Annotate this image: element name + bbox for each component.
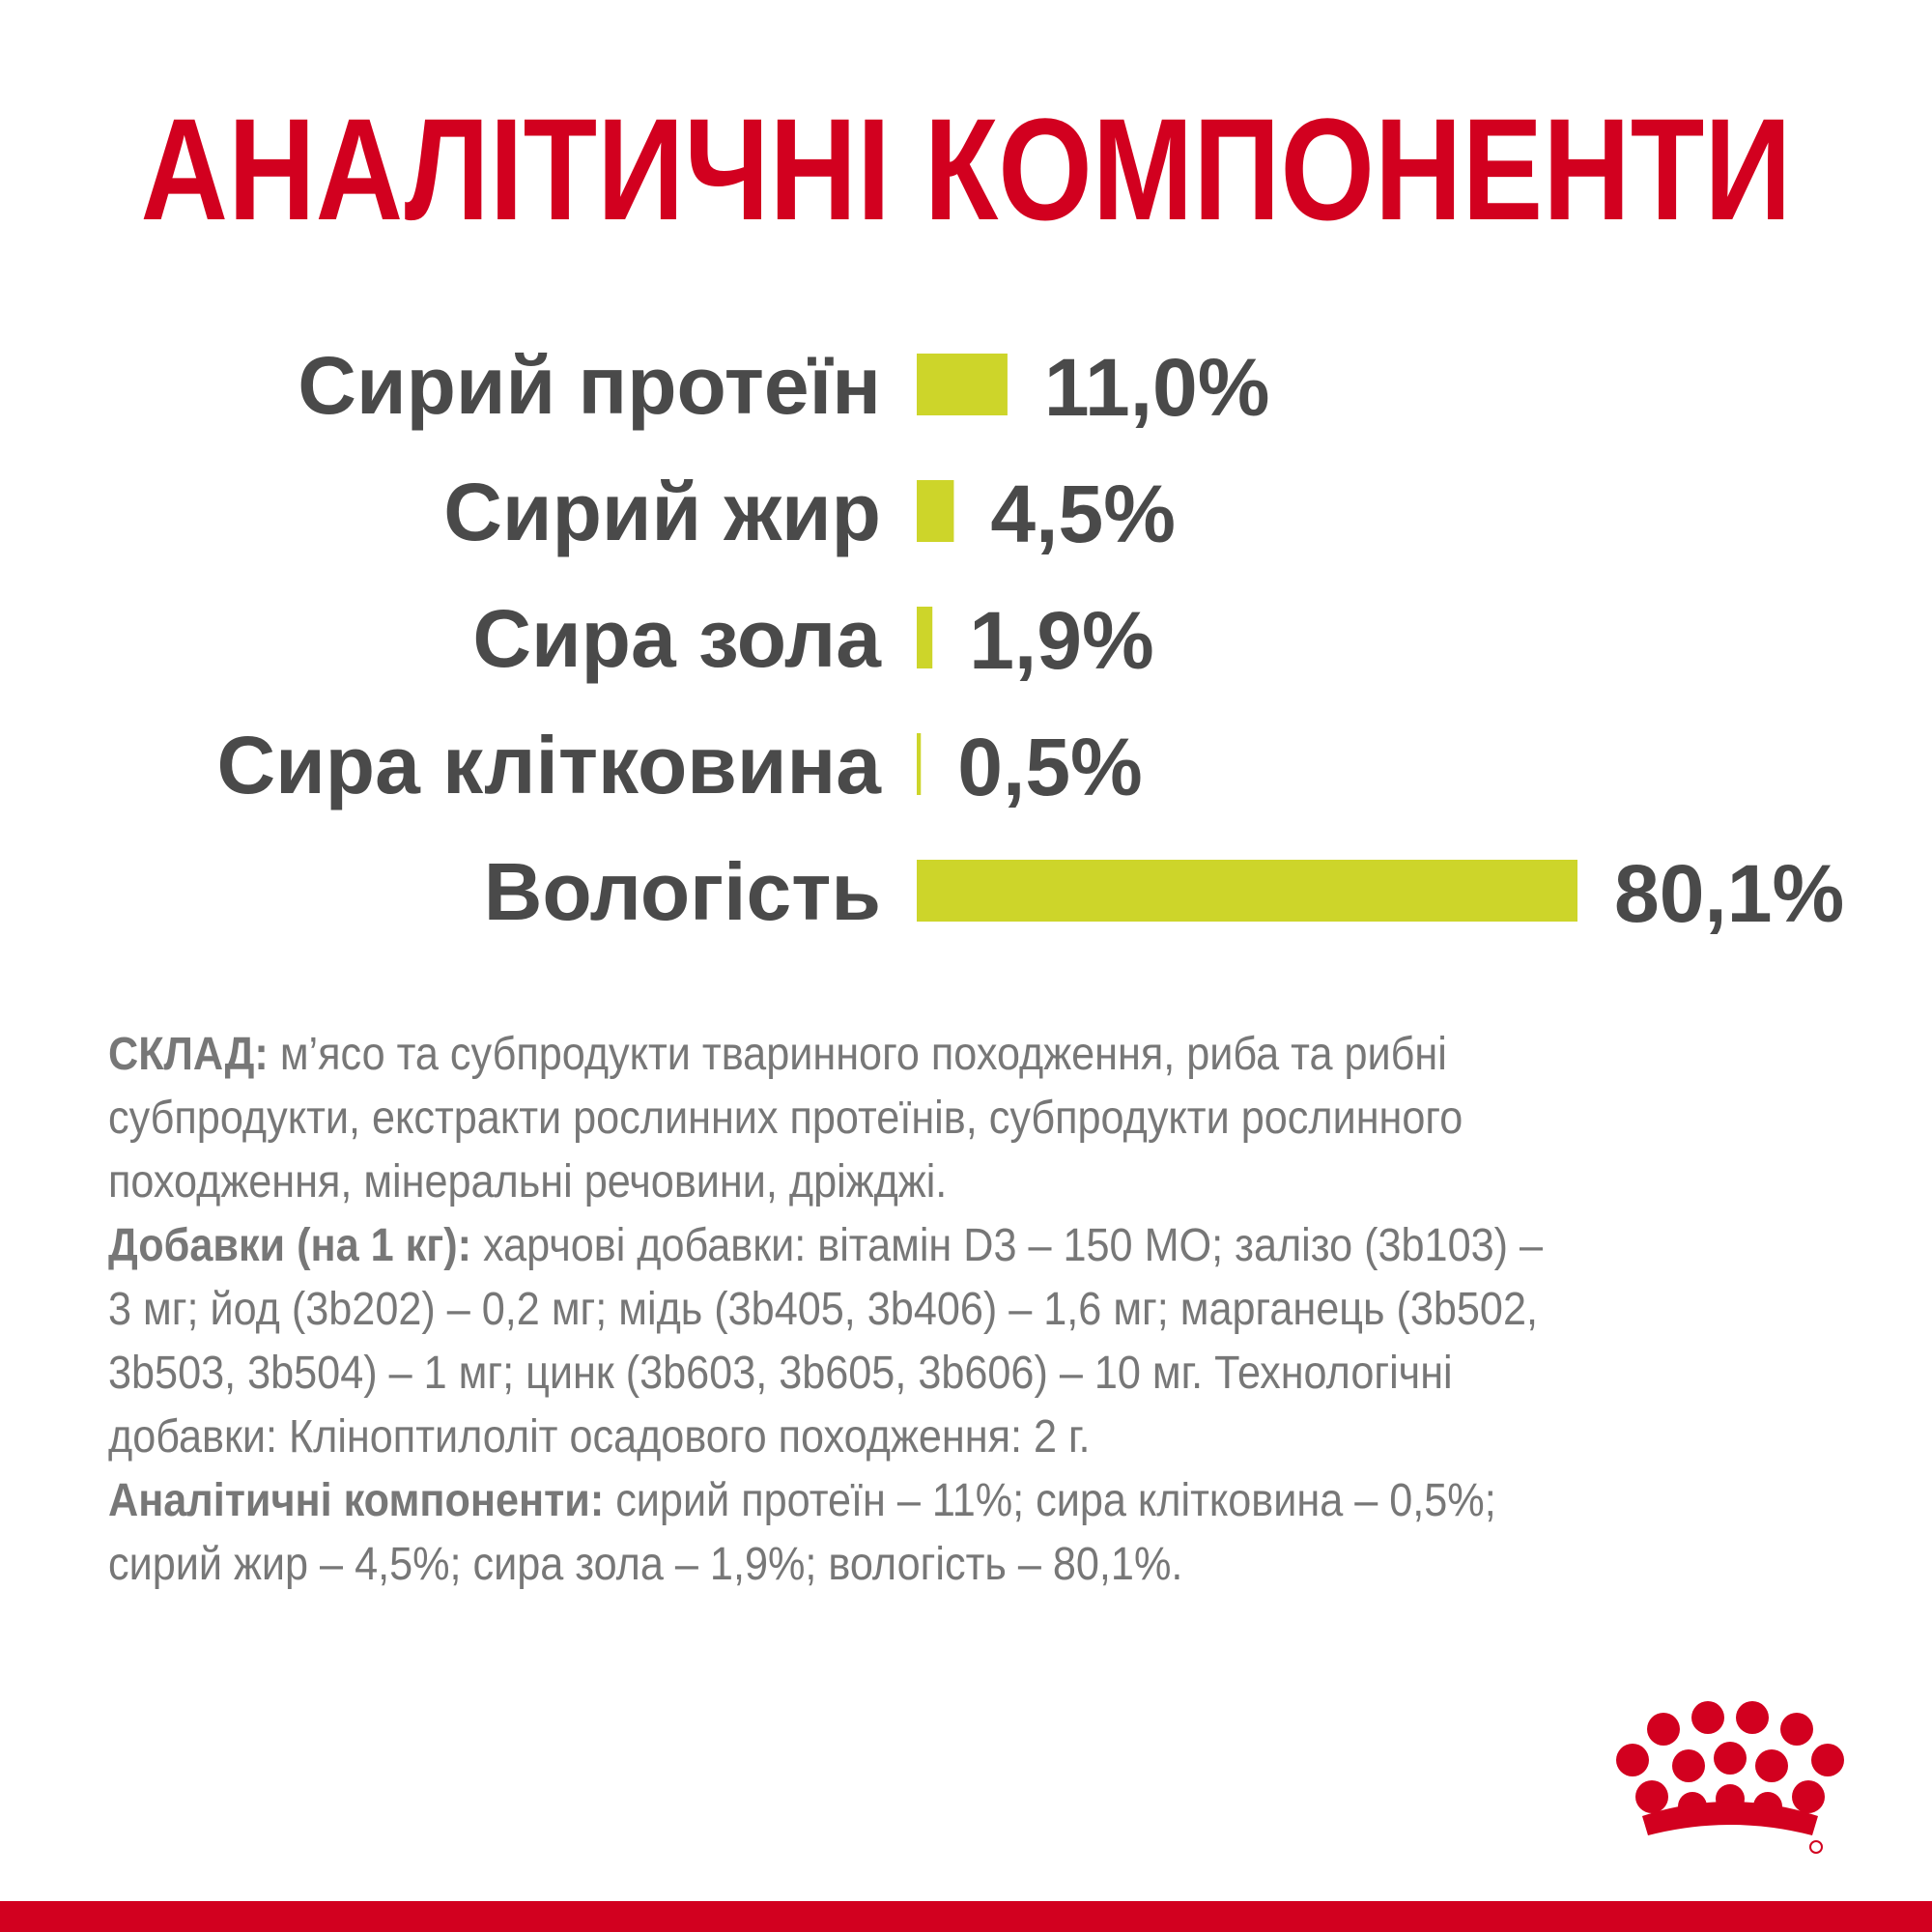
line-text: сирий протеїн – 11%; сира клітковина – 0… — [604, 1474, 1496, 1526]
composition: СКЛАД: м’ясо та субпродукти тваринного п… — [108, 1028, 1544, 1590]
logo — [1616, 1701, 1844, 1854]
bar — [917, 480, 954, 542]
line-text: 3 мг; йод (3b202) – 0,2 мг; мідь (3b405,… — [108, 1283, 1538, 1335]
composition-line: субпродукти, екстракти рослинних протеїн… — [108, 1092, 1463, 1144]
composition-line: 3b503, 3b504) – 1 мг; цинк (3b603, 3b605… — [108, 1347, 1453, 1399]
line-text: субпродукти, екстракти рослинних протеїн… — [108, 1092, 1463, 1144]
category-label: Вологість — [484, 846, 881, 937]
bar — [917, 607, 933, 668]
category-label: Сирий жир — [443, 467, 881, 557]
composition-line: сирий жир – 4,5%; сира зола – 1,9%; воло… — [108, 1538, 1182, 1590]
composition-line: 3 мг; йод (3b202) – 0,2 мг; мідь (3b405,… — [108, 1283, 1538, 1335]
bold-heading: Аналітичні компоненти: — [108, 1474, 604, 1526]
value-label: 4,5% — [990, 469, 1175, 559]
composition-line: Добавки (на 1 кг): харчові добавки: віта… — [108, 1219, 1544, 1271]
bar-chart: Сирий протеїн 11,0% Сирий жир 4,5% Сира зола… — [216, 340, 1844, 939]
bottom-stripe — [0, 1901, 1932, 1932]
line-text: 3b503, 3b504) – 1 мг; цинк (3b603, 3b605… — [108, 1347, 1453, 1399]
composition-line: добавки: Кліноптилоліт осадового походже… — [108, 1410, 1090, 1463]
value-label: 0,5% — [957, 722, 1142, 812]
bar — [917, 733, 922, 795]
bar — [917, 860, 1577, 922]
line-text: м’ясо та субпродукти тваринного походжен… — [269, 1028, 1447, 1080]
category-label: Сирий протеїн — [298, 340, 881, 431]
line-text: харчові добавки: вітамін D3 – 150 МО; за… — [471, 1219, 1544, 1271]
composition-line: походження, мінеральні речовини, дріжджі… — [108, 1155, 947, 1208]
chart-title: АНАЛІТИЧНІ КОМПОНЕНТИ — [141, 88, 1792, 250]
line-text: добавки: Кліноптилоліт осадового походже… — [108, 1410, 1090, 1463]
value-label: 11,0% — [1044, 342, 1270, 433]
value-label: 80,1% — [1614, 848, 1844, 939]
line-text: сирий жир – 4,5%; сира зола – 1,9%; воло… — [108, 1538, 1182, 1590]
composition-line: СКЛАД: м’ясо та субпродукти тваринного п… — [108, 1028, 1447, 1080]
line-text: походження, мінеральні речовини, дріжджі… — [108, 1155, 947, 1208]
bold-heading: Добавки (на 1 кг): — [108, 1219, 471, 1271]
bar — [917, 354, 1008, 415]
composition-line: Аналітичні компоненти: сирий протеїн – 1… — [108, 1474, 1496, 1526]
bold-heading: СКЛАД: — [108, 1028, 269, 1080]
category-label: Сира клітковина — [216, 720, 882, 810]
value-label: 1,9% — [969, 595, 1153, 686]
category-label: Сира зола — [472, 593, 882, 684]
